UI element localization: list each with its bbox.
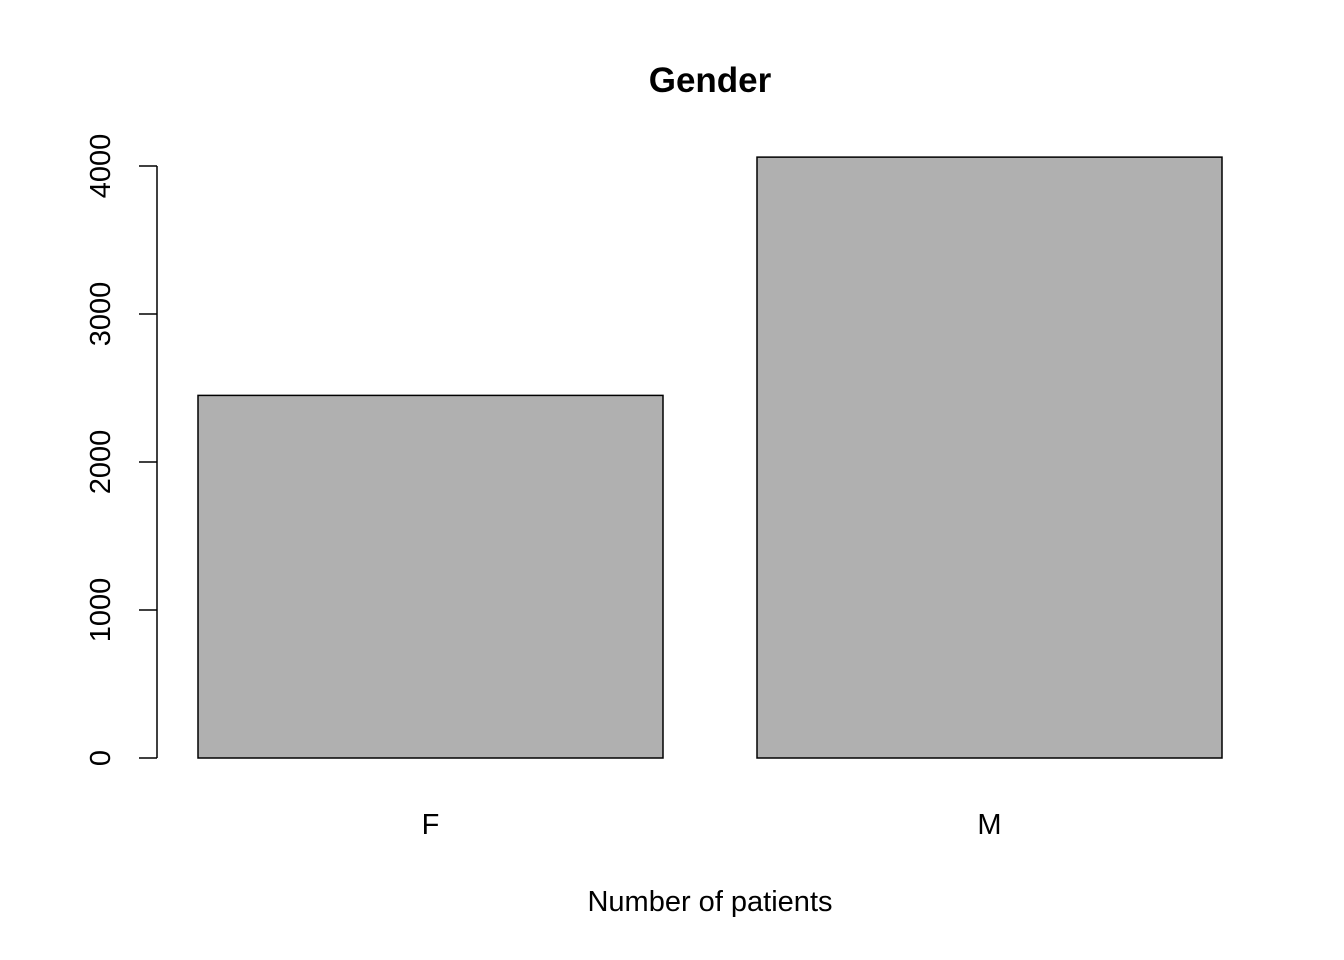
x-tick-label: F: [422, 809, 440, 841]
bar: [756, 156, 1223, 759]
y-tick-label: 3000: [85, 282, 117, 347]
y-tick-label: 2000: [85, 430, 117, 495]
bar: [197, 394, 664, 759]
x-tick-label: M: [977, 809, 1001, 841]
chart-title: Gender: [649, 61, 772, 100]
y-tick-label: 1000: [85, 578, 117, 643]
y-tick-label: 4000: [85, 134, 117, 199]
x-axis-label: Number of patients: [587, 886, 832, 918]
y-tick-label: 0: [85, 750, 117, 766]
